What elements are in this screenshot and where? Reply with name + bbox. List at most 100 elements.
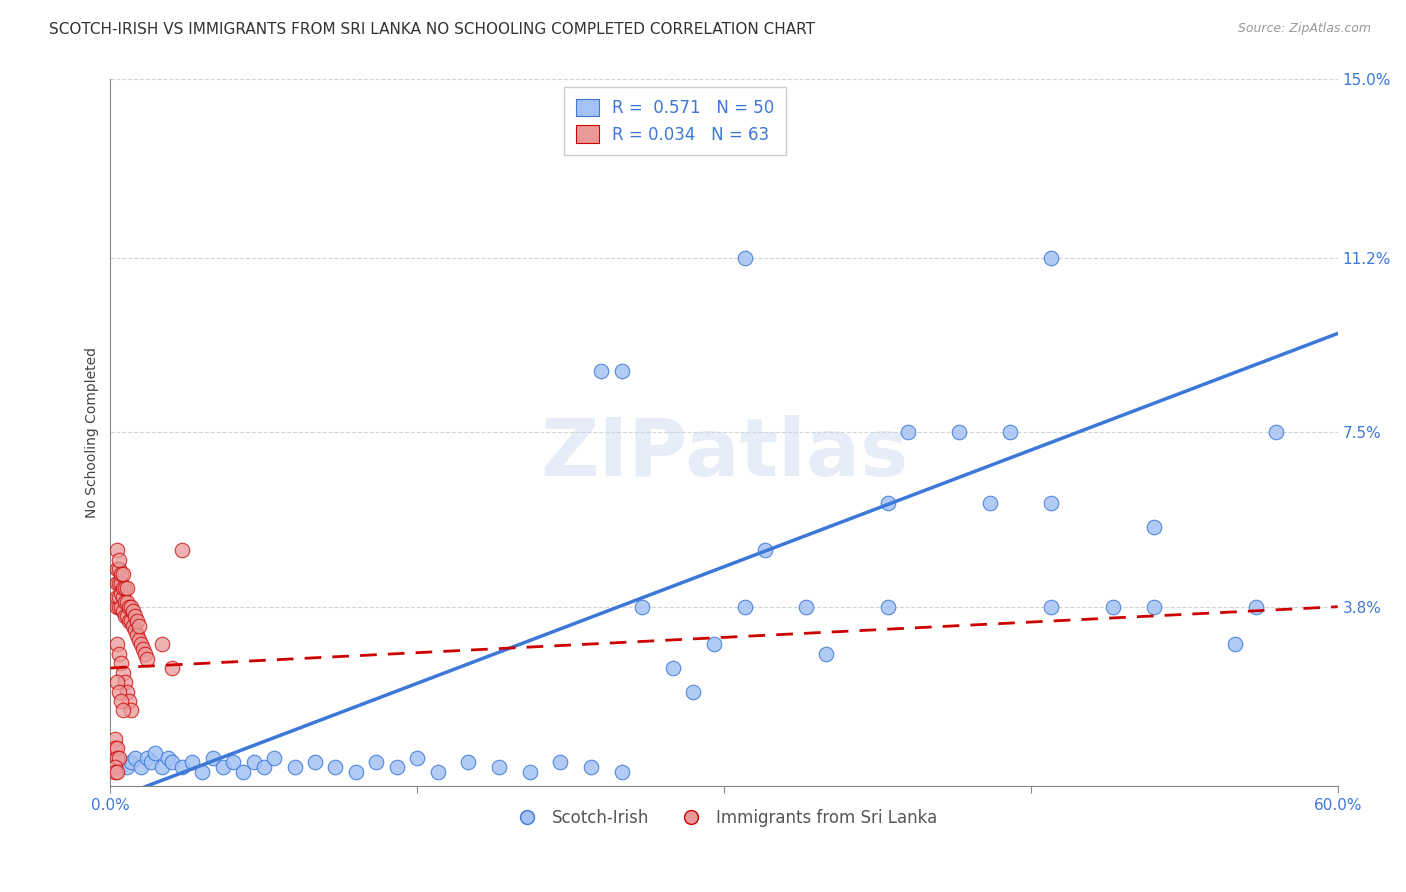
Point [610, 764, 633, 779]
Point [111, 581, 134, 595]
Point [145, 746, 167, 760]
Point [1244, 599, 1267, 614]
Point [1040, 599, 1063, 614]
Point [876, 599, 898, 614]
Point [105, 637, 128, 651]
Point [662, 661, 685, 675]
Point [114, 595, 136, 609]
Point [1143, 599, 1166, 614]
Point [242, 756, 264, 770]
Point [107, 576, 129, 591]
Point [105, 543, 128, 558]
Point [107, 552, 129, 566]
Point [212, 760, 235, 774]
Point [948, 425, 970, 440]
Point [325, 760, 347, 774]
Point [815, 647, 838, 661]
Point [105, 599, 128, 614]
Point [385, 760, 408, 774]
Point [754, 543, 776, 558]
Point [125, 628, 148, 642]
Point [115, 581, 138, 595]
Point [128, 632, 150, 647]
Point [263, 750, 285, 764]
Point [118, 599, 141, 614]
Point [105, 576, 128, 591]
Point [160, 661, 183, 675]
Point [734, 599, 756, 614]
Point [150, 760, 173, 774]
Point [979, 496, 1001, 510]
Point [610, 364, 633, 378]
Point [114, 581, 136, 595]
Point [110, 599, 132, 614]
Point [283, 760, 305, 774]
Point [794, 599, 817, 614]
Point [141, 756, 163, 770]
Point [129, 760, 152, 774]
Point [156, 750, 179, 764]
Point [110, 576, 132, 591]
Text: ZIPatlas: ZIPatlas [540, 415, 908, 492]
Point [1040, 496, 1063, 510]
Point [111, 566, 134, 581]
Point [1000, 425, 1022, 440]
Legend: Scotch-Irish, Immigrants from Sri Lanka: Scotch-Irish, Immigrants from Sri Lanka [503, 803, 945, 834]
Point [115, 595, 138, 609]
Point [550, 756, 572, 770]
Point [1101, 599, 1123, 614]
Point [125, 614, 148, 628]
Point [107, 647, 129, 661]
Point [124, 609, 146, 624]
Point [111, 604, 134, 618]
Point [120, 703, 142, 717]
Point [134, 647, 156, 661]
Point [107, 684, 129, 698]
Point [129, 637, 152, 651]
Point [1225, 637, 1247, 651]
Point [124, 750, 146, 764]
Point [114, 609, 136, 624]
Point [103, 741, 125, 756]
Text: SCOTCH-IRISH VS IMMIGRANTS FROM SRI LANKA NO SCHOOLING COMPLETED CORRELATION CHA: SCOTCH-IRISH VS IMMIGRANTS FROM SRI LANK… [49, 22, 815, 37]
Point [488, 760, 510, 774]
Text: Source: ZipAtlas.com: Source: ZipAtlas.com [1237, 22, 1371, 36]
Point [105, 750, 128, 764]
Point [1143, 519, 1166, 533]
Point [703, 637, 725, 651]
Point [103, 760, 125, 774]
Point [1265, 425, 1288, 440]
Point [120, 756, 142, 770]
Point [107, 562, 129, 576]
Point [426, 764, 449, 779]
Point [222, 756, 245, 770]
Y-axis label: No Schooling Completed: No Schooling Completed [86, 347, 100, 518]
Point [519, 764, 541, 779]
Point [150, 637, 173, 651]
Point [457, 756, 479, 770]
Point [103, 764, 125, 779]
Point [579, 760, 602, 774]
Point [111, 665, 134, 680]
Point [591, 364, 613, 378]
Point [124, 624, 146, 638]
Point [110, 566, 132, 581]
Point [118, 694, 141, 708]
Point [136, 750, 159, 764]
Point [406, 750, 429, 764]
Point [115, 760, 138, 774]
Point [170, 543, 193, 558]
Point [682, 684, 704, 698]
Point [105, 741, 128, 756]
Point [366, 756, 388, 770]
Point [105, 764, 128, 779]
Point [897, 425, 920, 440]
Point [115, 684, 138, 698]
Point [115, 609, 138, 624]
Point [631, 599, 654, 614]
Point [232, 764, 254, 779]
Point [110, 585, 132, 599]
Point [120, 614, 142, 628]
Point [304, 756, 326, 770]
Point [136, 651, 159, 665]
